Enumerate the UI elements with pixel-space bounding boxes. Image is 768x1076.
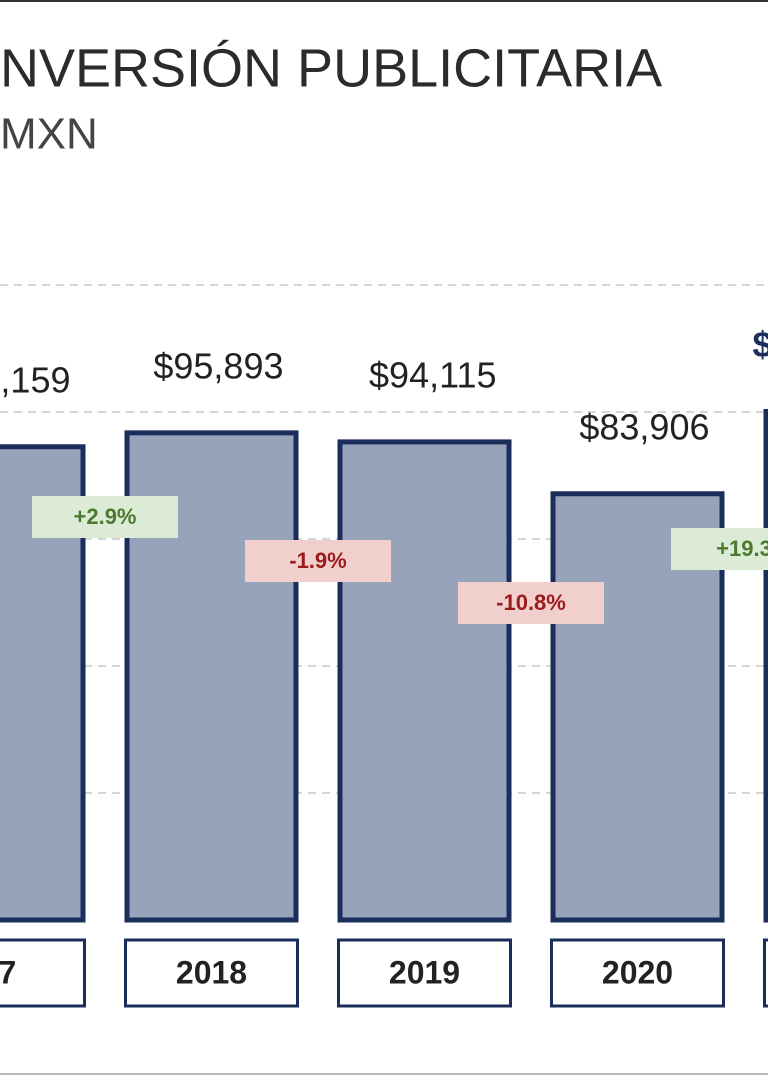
labels: ,159 17 $95,893 2018 $94,115 2019 $83,906 2020 $…: [0, 324, 768, 1008]
category-box: [763, 938, 768, 1008]
value-label: $95,893: [153, 345, 283, 386]
category-box: [337, 938, 512, 1008]
value-label: $94,115: [369, 354, 496, 395]
change-box: [32, 496, 178, 538]
category-label: 2020: [602, 954, 673, 990]
category-box: [0, 938, 86, 1008]
category-label: 17: [0, 954, 16, 990]
value-label: $83,906: [579, 406, 709, 447]
category-box: [124, 938, 299, 1008]
change-label: -1.9%: [289, 548, 346, 573]
value-label: ,159: [0, 359, 70, 400]
bar: [337, 439, 512, 923]
chart-subtitle: MXN: [0, 110, 98, 159]
category-label: 2018: [176, 954, 247, 990]
change-label: -10.8%: [496, 590, 566, 615]
chart-title: NVERSIÓN PUBLICITARIA: [0, 38, 662, 98]
change-box: [671, 528, 768, 570]
category-label: 2019: [389, 954, 460, 990]
change-box: [245, 540, 391, 582]
change-box: [458, 582, 604, 624]
bars: [0, 408, 768, 923]
value-label: $: [753, 324, 768, 365]
change-label: +2.9%: [74, 504, 137, 529]
change-label: +19.3: [716, 536, 768, 561]
category-box: [550, 938, 725, 1008]
bar: [763, 408, 768, 923]
